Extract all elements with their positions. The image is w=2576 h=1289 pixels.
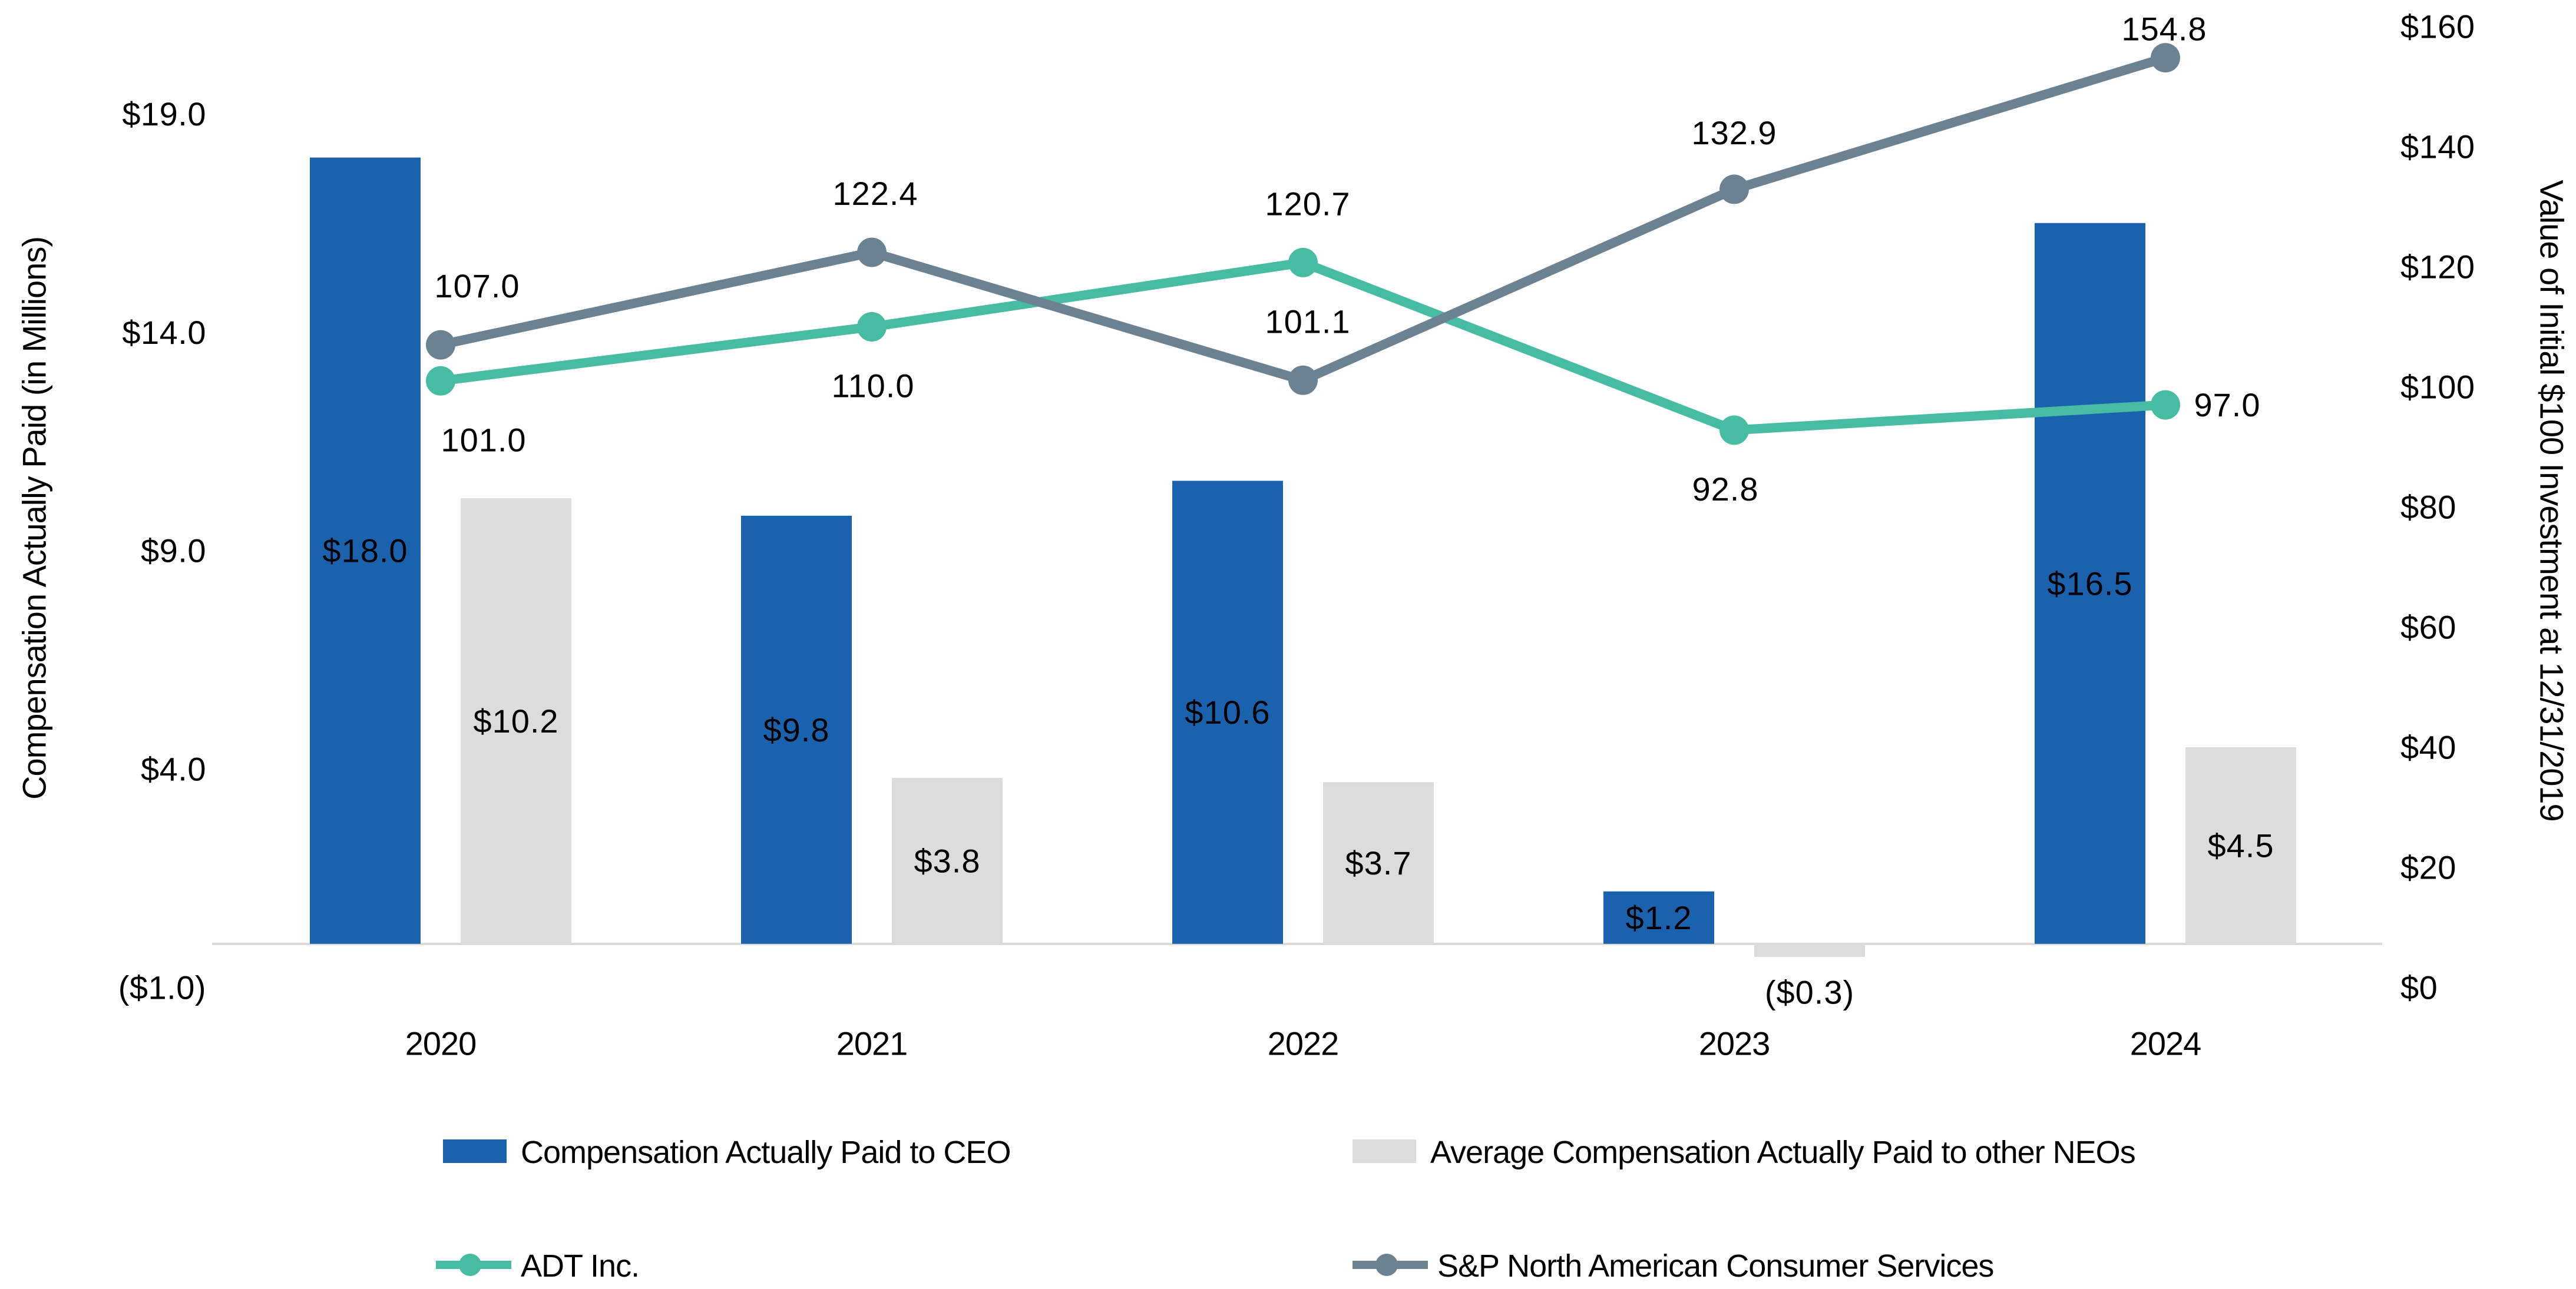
x-axis-label-2023: 2023 xyxy=(1699,1025,1770,1062)
bar-ceo-2020 xyxy=(310,157,421,944)
plot-area: $19.0 $14.0 $9.0 $4.0 ($1.0) $160 $140 $120 $100… xyxy=(118,8,2475,1062)
left-axis-tick-4: $4.0 xyxy=(141,751,206,788)
bar-neo-2022 xyxy=(1323,782,1434,944)
marker-sp-2023 xyxy=(1719,174,1749,204)
marker-adt-2022 xyxy=(1288,247,1318,277)
line-label-adt-2024: 97.0 xyxy=(2194,386,2261,423)
x-axis-label-2024: 2024 xyxy=(2130,1025,2201,1062)
right-axis-tick-0: $0 xyxy=(2400,969,2438,1006)
legend-label-ceo-bar: Compensation Actually Paid to CEO xyxy=(521,1135,1010,1170)
right-axis-tick-100: $100 xyxy=(2400,369,2475,406)
bar-label-ceo-2023: $1.2 xyxy=(1626,899,1692,936)
right-axis-tick-160: $160 xyxy=(2400,8,2475,45)
line-label-sp-2024: 154.8 xyxy=(2121,11,2207,48)
x-axis-label-2020: 2020 xyxy=(405,1025,477,1062)
bar-label-ceo-2024: $16.5 xyxy=(2047,565,2132,602)
right-axis-tick-20: $20 xyxy=(2400,849,2456,886)
bar-label-neo-2022: $3.7 xyxy=(1345,844,1412,882)
marker-adt-2024 xyxy=(2151,390,2180,420)
line-label-sp-2020: 107.0 xyxy=(434,267,520,304)
right-axis-tick-140: $140 xyxy=(2400,128,2475,165)
bar-ceo-2022 xyxy=(1172,481,1283,944)
x-axis-label-2021: 2021 xyxy=(836,1025,908,1062)
left-axis-tick--1: ($1.0) xyxy=(118,969,206,1006)
right-axis-tick-80: $80 xyxy=(2400,489,2456,526)
legend-swatch-ceo-bar xyxy=(443,1139,507,1163)
bar-label-ceo-2022: $10.6 xyxy=(1185,694,1270,731)
bar-label-neo-2024: $4.5 xyxy=(2208,827,2274,864)
legend-label-sp: S&P North American Consumer Services xyxy=(1437,1248,1993,1284)
left-axis-title: Compensation Actually Paid (in Millions) xyxy=(16,237,53,800)
left-axis-tick-19: $19.0 xyxy=(122,95,206,132)
bar-label-neo-2020: $10.2 xyxy=(473,703,558,740)
legend-marker-sp xyxy=(1375,1254,1398,1276)
line-label-adt-2021: 110.0 xyxy=(832,367,915,405)
right-axis-tick-40: $40 xyxy=(2400,729,2456,766)
x-axis-label-2022: 2022 xyxy=(1268,1025,1339,1062)
left-axis-tick-9: $9.0 xyxy=(141,532,206,569)
marker-sp-2021 xyxy=(857,237,887,267)
legend-label-adt: ADT Inc. xyxy=(521,1248,639,1284)
bar-label-neo-2021: $3.8 xyxy=(914,842,981,879)
legend-swatch-neo-bar xyxy=(1353,1139,1416,1163)
bar-label-ceo-2021: $9.8 xyxy=(763,711,830,748)
marker-adt-2021 xyxy=(857,312,887,342)
right-axis-tick-60: $60 xyxy=(2400,609,2456,646)
bar-label-neo-2023: ($0.3) xyxy=(1765,974,1854,1011)
bar-ceo-2021 xyxy=(741,515,852,944)
line-label-adt-2022: 120.7 xyxy=(1265,185,1350,222)
legend-marker-adt xyxy=(459,1254,481,1276)
line-label-adt-2023: 92.8 xyxy=(1692,470,1759,508)
line-label-sp-2023: 132.9 xyxy=(1691,114,1777,151)
marker-adt-2023 xyxy=(1719,415,1749,445)
bar-label-ceo-2020: $18.0 xyxy=(322,532,408,569)
line-label-adt-2020: 101.0 xyxy=(441,421,526,458)
line-label-sp-2022: 101.1 xyxy=(1265,303,1350,340)
bar-neo-2020 xyxy=(461,498,571,944)
marker-sp-2024 xyxy=(2151,43,2180,73)
bar-neo-2024 xyxy=(2185,747,2296,944)
legend-label-neo-bar: Average Compensation Actually Paid to ot… xyxy=(1430,1135,2135,1170)
marker-sp-2022 xyxy=(1288,365,1318,395)
line-label-sp-2021: 122.4 xyxy=(832,175,918,212)
right-axis-title: Value of Initial $100 Investment at 12/3… xyxy=(2534,180,2571,821)
legend: Compensation Actually Paid to CEO Averag… xyxy=(436,1135,2136,1284)
left-axis-tick-14: $14.0 xyxy=(122,314,206,351)
bar-ceo-2024 xyxy=(2035,223,2145,944)
bar-neo-2023 xyxy=(1754,943,1865,957)
right-axis-tick-120: $120 xyxy=(2400,248,2475,286)
marker-sp-2020 xyxy=(426,330,455,360)
marker-adt-2020 xyxy=(426,366,455,396)
bar-ceo-2023 xyxy=(1603,891,1714,944)
bar-neo-2021 xyxy=(892,777,1003,944)
